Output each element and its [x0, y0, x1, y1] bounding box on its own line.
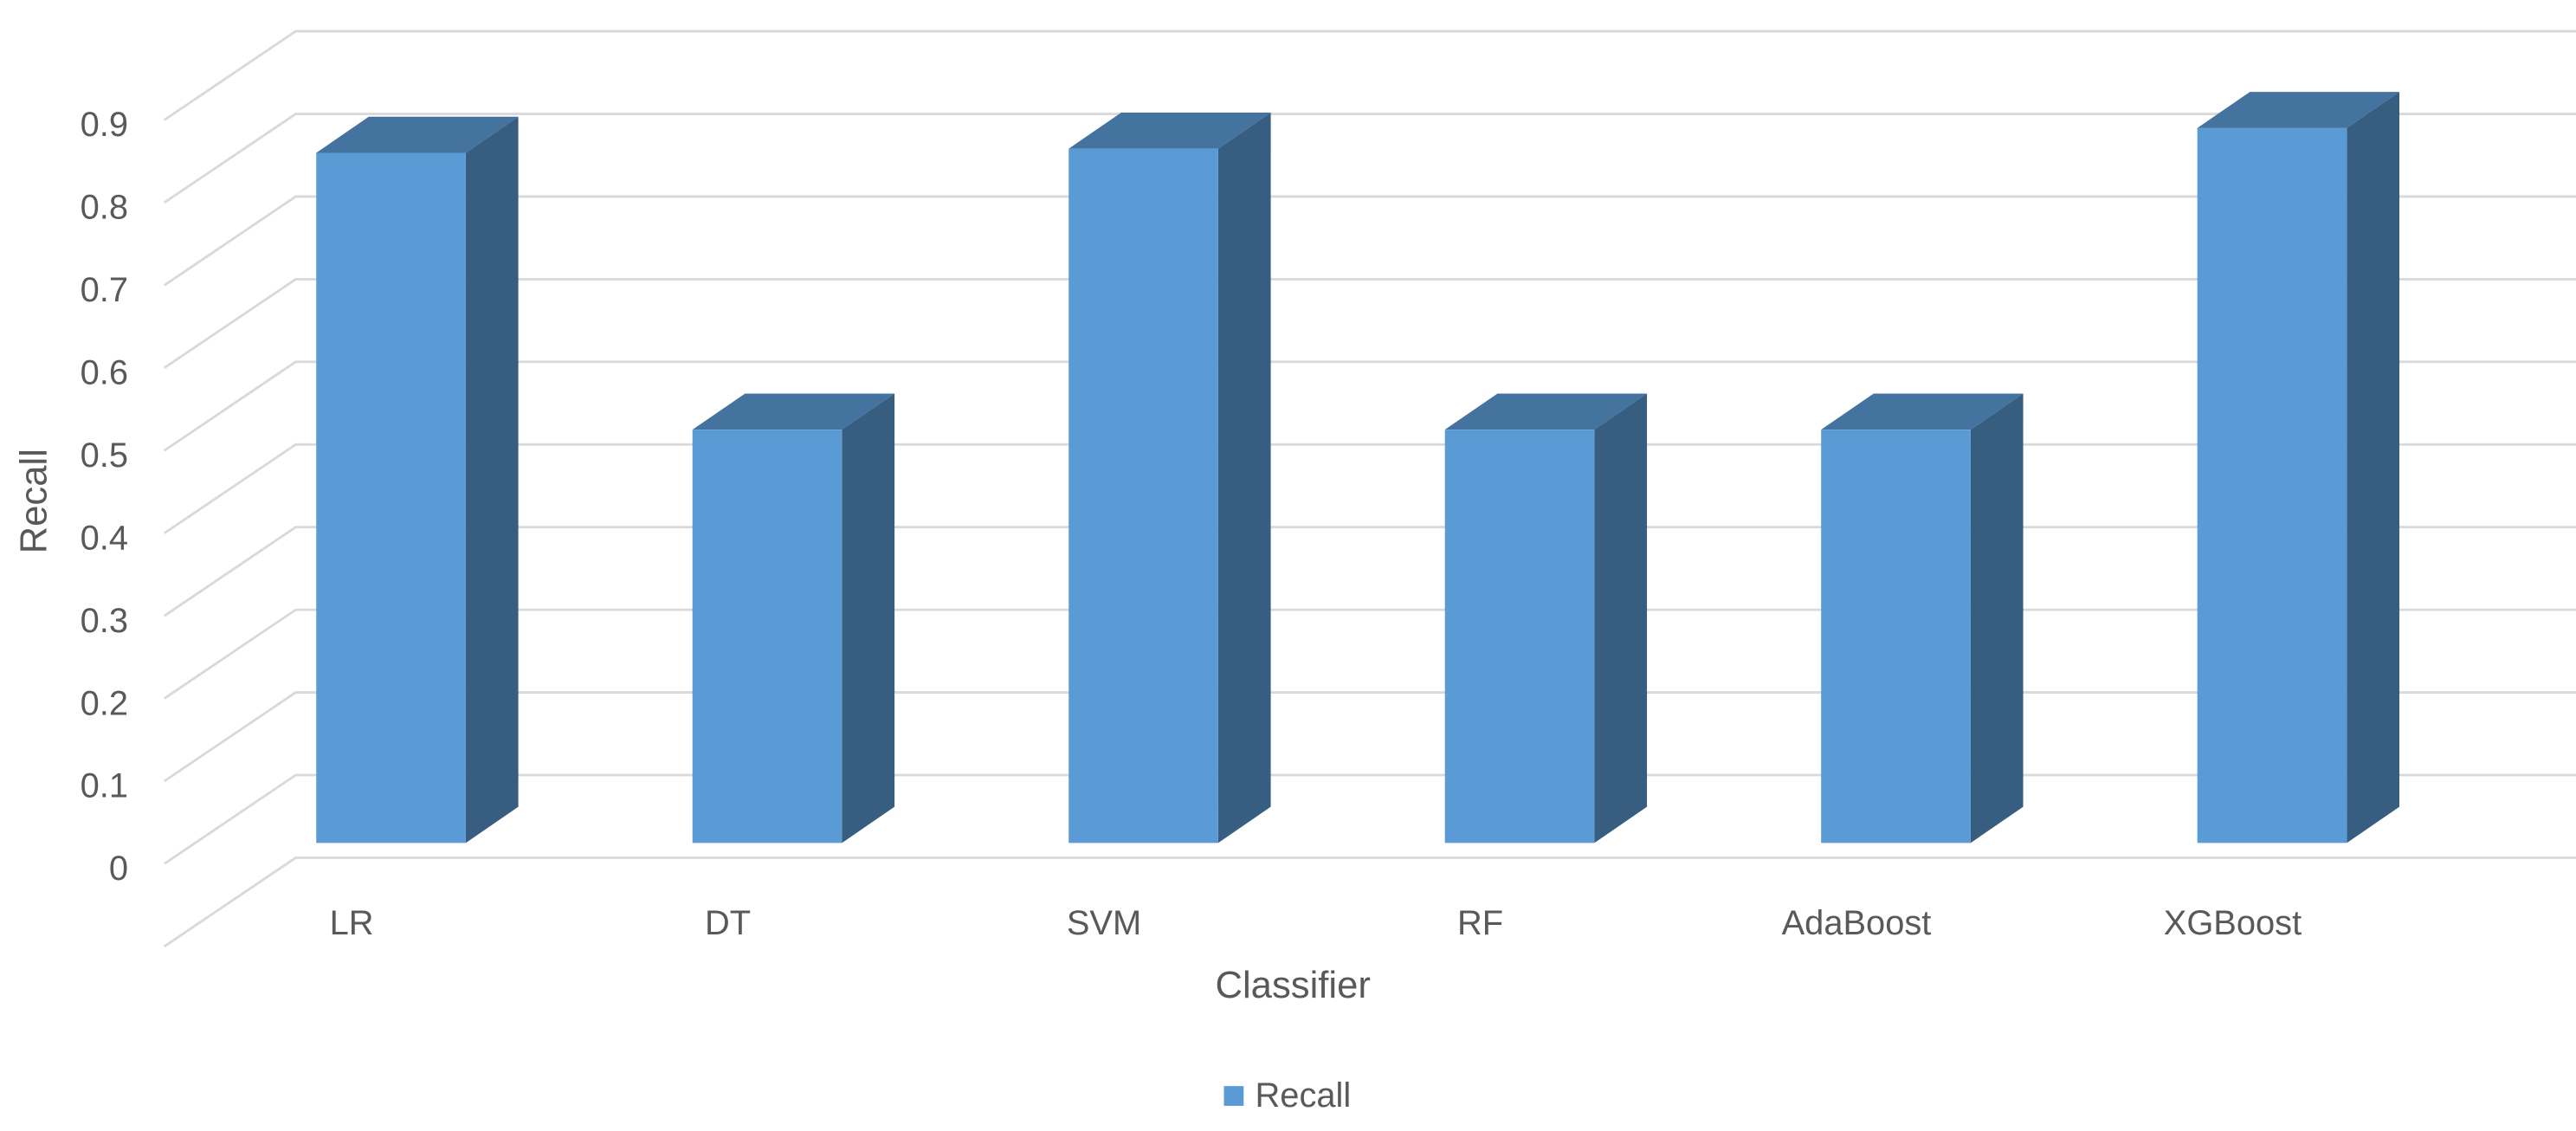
x-axis-title: Classifier — [1215, 965, 1370, 1006]
y-tick-label: 0.6 — [81, 354, 128, 392]
bar — [1444, 430, 1595, 843]
grid-line — [163, 526, 2576, 617]
grid-line — [163, 360, 2576, 452]
x-tick-label: LR — [330, 904, 374, 942]
y-tick-label: 0.5 — [81, 436, 128, 475]
bar — [1821, 430, 1971, 843]
bar-top — [1444, 393, 1648, 430]
bar-side — [1970, 393, 2024, 843]
x-tick-label: RF — [1457, 904, 1503, 942]
bar — [1068, 148, 1218, 843]
grid-line — [163, 277, 2576, 370]
bar-side — [465, 116, 519, 843]
bar — [2197, 127, 2347, 843]
grid-line — [163, 691, 2576, 783]
bar-top — [1068, 112, 1271, 149]
grid-line — [163, 29, 2576, 121]
y-tick-label: 0.7 — [81, 271, 128, 309]
bar-top — [2197, 92, 2400, 128]
legend-label: Recall — [1256, 1076, 1352, 1115]
bar-side — [2347, 92, 2400, 843]
grid-line — [163, 195, 2576, 287]
y-axis-title: Recall — [13, 449, 55, 553]
bar-side — [1217, 112, 1271, 843]
y-tick-label: 0.9 — [81, 106, 128, 144]
y-tick-label: 0.1 — [81, 767, 128, 805]
bar — [692, 430, 843, 843]
bar-top — [1821, 393, 2024, 430]
y-tick-label: 0 — [109, 850, 128, 888]
x-tick-label: DT — [705, 904, 751, 942]
y-tick-label: 0.4 — [81, 519, 128, 557]
y-tick-label: 0.2 — [81, 684, 128, 722]
bar-side — [842, 393, 895, 843]
y-tick-label: 0.8 — [81, 189, 128, 227]
legend-swatch — [1223, 1086, 1244, 1106]
grid-line — [163, 608, 2576, 700]
x-tick-label: SVM — [1067, 904, 1141, 942]
bar-top — [316, 116, 519, 153]
bar — [316, 152, 466, 843]
x-tick-label: XGBoost — [2164, 904, 2302, 942]
x-tick-label: AdaBoost — [1782, 904, 1932, 942]
bar-side — [1594, 393, 1648, 843]
grid-line — [163, 856, 2576, 948]
y-tick-label: 0.3 — [81, 602, 128, 640]
grid-line — [163, 773, 2576, 865]
grid-line — [163, 113, 2576, 204]
grid-line — [163, 443, 2576, 534]
bar-top — [692, 393, 895, 430]
